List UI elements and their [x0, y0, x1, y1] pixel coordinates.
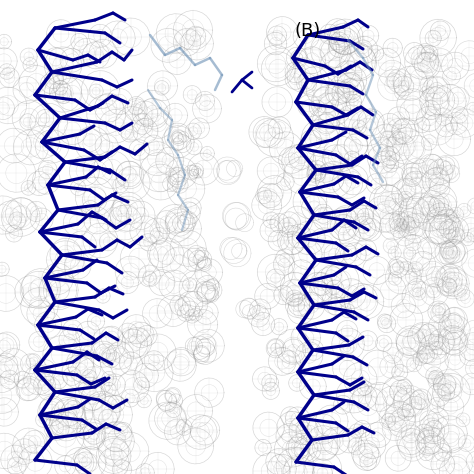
- Text: (B): (B): [295, 22, 321, 40]
